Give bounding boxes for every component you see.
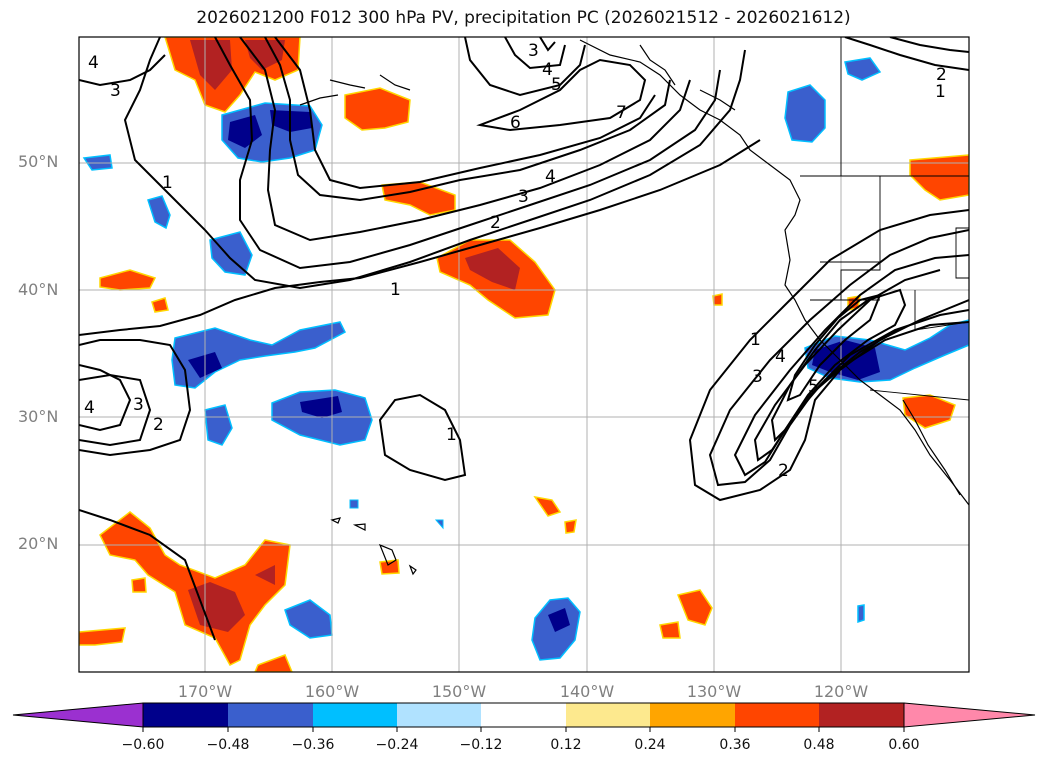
lon-label-140w: 140°W [559,682,615,701]
lat-label-30n: 30°N [18,407,59,426]
colorbar-tick-label: 0.12 [550,737,582,753]
contour-label-4b: 4 [542,60,553,80]
contour-label-7: 7 [616,103,627,123]
contour-label-1e: 1 [935,82,946,102]
contour-label-3b: 3 [518,187,529,207]
lat-label-20n: 20°N [18,534,59,553]
contour-label-1d: 1 [750,330,761,350]
contour-label-2b: 2 [153,415,164,435]
contour-label-2a: 2 [490,213,501,233]
lon-label-160w: 160°W [304,682,360,701]
contour-label-4e: 4 [775,347,786,367]
lat-label-50n: 50°N [18,152,59,171]
contour-label-1c: 1 [446,425,457,445]
contour-label-6: 6 [510,113,521,133]
contour-label-2d: 2 [936,65,947,85]
contour-label-5b: 5 [808,377,819,397]
contour-label-4a: 4 [545,167,556,187]
borders [800,37,969,401]
contour-label-3c: 3 [528,41,539,61]
colorbar-tick-label: −0.12 [459,737,503,753]
lon-label-120w: 120°W [813,682,869,701]
contour-label-1b: 1 [390,280,401,300]
colorbar-tick-label: 0.24 [634,737,666,753]
colorbar [12,702,1036,732]
contour-label-5a: 5 [551,75,562,95]
contour-label-3d: 3 [133,395,144,415]
map-frame [78,36,970,673]
contour-label-4d: 4 [84,398,95,418]
colorbar-tick-label: 0.60 [888,737,920,753]
coastlines [299,39,969,576]
contour-label-1a: 1 [162,173,173,193]
map-title: 2026021200 F012 300 hPa PV, precipitatio… [196,8,851,28]
colorbar-tick-label: 0.48 [803,737,835,753]
graticule [79,37,969,672]
lon-label-150w: 150°W [431,682,487,701]
pv-contours [79,37,969,641]
colorbar-tick-label: −0.24 [375,737,419,753]
lon-label-130w: 130°W [686,682,742,701]
contour-label-3a: 3 [110,81,121,101]
contour-labels: 3 1 1 2 3 4 6 7 3 4 5 4 3 2 4 1 1 4 3 5 … [84,41,947,481]
contour-label-2c: 2 [778,461,789,481]
lon-label-170w: 170°W [177,682,233,701]
lat-label-40n: 40°N [18,280,59,299]
colorbar-tick-label: 0.36 [719,737,751,753]
colorbar-tick-label: −0.48 [206,737,250,753]
colorbar-tick-label: −0.36 [291,737,335,753]
contour-label-3e: 3 [752,367,763,387]
contour-label-4c: 4 [88,53,99,73]
colorbar-tick-label: −0.60 [121,737,165,753]
